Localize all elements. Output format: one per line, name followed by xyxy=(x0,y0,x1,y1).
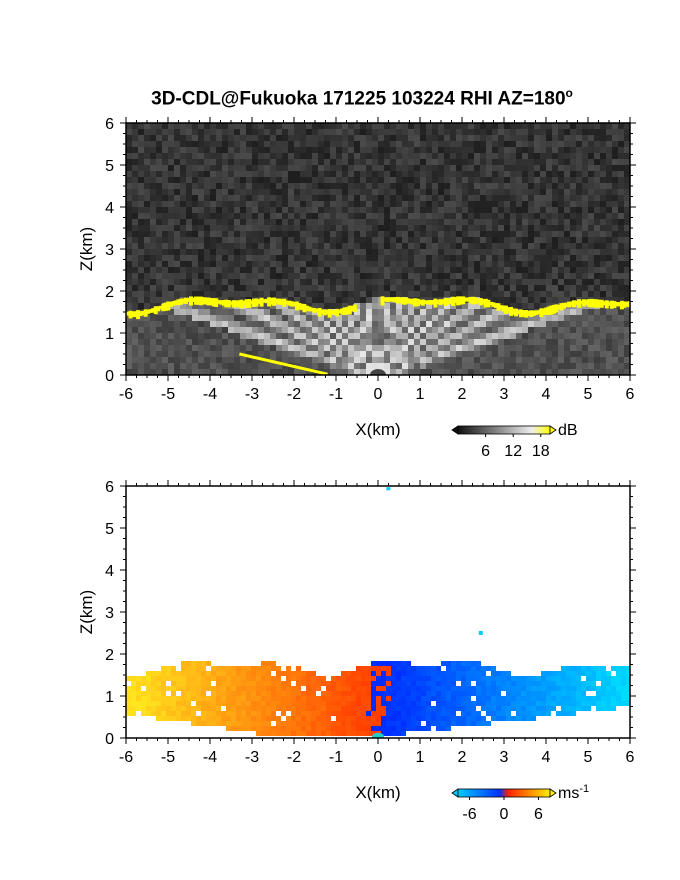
colorbar-tick-label: -6 xyxy=(462,806,476,823)
y-tick-label: 6 xyxy=(105,116,114,133)
x-tick-label: -3 xyxy=(245,386,259,403)
y-tick-label: 3 xyxy=(105,242,114,259)
x-tick-label: 1 xyxy=(416,386,425,403)
x-tick-label: 4 xyxy=(542,749,551,766)
y-tick-label: 2 xyxy=(105,647,114,664)
x-axis-label: X(km) xyxy=(355,420,400,439)
colorbar-tick-label: 18 xyxy=(532,443,550,460)
x-tick-label: 4 xyxy=(542,386,551,403)
x-tick-label: -4 xyxy=(203,749,217,766)
x-tick-label: 5 xyxy=(584,749,593,766)
y-tick-label: 0 xyxy=(105,731,114,748)
x-tick-label: -5 xyxy=(161,386,175,403)
colorbar-tick-label: 0 xyxy=(500,806,509,823)
chart-title: 3D-CDL@Fukuoka 171225 103224 RHI AZ=180o xyxy=(151,86,573,110)
x-tick-label: -6 xyxy=(119,386,133,403)
x-tick-label: -3 xyxy=(245,749,259,766)
x-tick-label: 3 xyxy=(500,749,509,766)
x-tick-label: 1 xyxy=(416,749,425,766)
x-axis-label: X(km) xyxy=(355,783,400,802)
y-axis-label: Z(km) xyxy=(77,227,96,271)
y-tick-label: 5 xyxy=(105,521,114,538)
y-tick-label: 1 xyxy=(105,326,114,343)
x-tick-label: 6 xyxy=(626,386,635,403)
y-tick-label: 4 xyxy=(105,563,114,580)
colorbar-arrow-right xyxy=(549,425,557,435)
colorbar-tick-label: 6 xyxy=(481,443,490,460)
y-axis-label: Z(km) xyxy=(77,590,96,634)
x-tick-label: -4 xyxy=(203,386,217,403)
colorbar-tick-label: 6 xyxy=(534,806,543,823)
x-tick-label: 2 xyxy=(458,749,467,766)
y-tick-label: 2 xyxy=(105,284,114,301)
colorbar-arrow-right xyxy=(549,788,557,798)
x-tick-label: 2 xyxy=(458,386,467,403)
backscatter-field xyxy=(126,123,630,375)
y-tick-label: 4 xyxy=(105,200,114,217)
x-tick-label: 6 xyxy=(626,749,635,766)
x-tick-label: -1 xyxy=(329,749,343,766)
x-tick-label: -5 xyxy=(161,749,175,766)
velocity-field xyxy=(126,487,630,738)
colorbar-arrow-left xyxy=(451,425,459,435)
x-tick-label: 0 xyxy=(374,386,383,403)
y-tick-label: 5 xyxy=(105,158,114,175)
colorbar-unit: ms-1 xyxy=(558,783,589,802)
y-tick-label: 1 xyxy=(105,689,114,706)
x-tick-label: 5 xyxy=(584,386,593,403)
y-tick-label: 6 xyxy=(105,479,114,496)
x-tick-label: -1 xyxy=(329,386,343,403)
x-tick-label: 3 xyxy=(500,386,509,403)
y-tick-label: 3 xyxy=(105,605,114,622)
x-tick-label: -2 xyxy=(287,386,301,403)
colorbar xyxy=(457,788,551,798)
colorbar-arrow-left xyxy=(451,788,459,798)
colorbar-unit: dB xyxy=(558,422,578,439)
colorbar-tick-label: 12 xyxy=(504,443,522,460)
colorbar xyxy=(457,425,551,435)
x-tick-label: -6 xyxy=(119,749,133,766)
x-tick-label: -2 xyxy=(287,749,301,766)
y-tick-label: 0 xyxy=(105,368,114,385)
x-tick-label: 0 xyxy=(374,749,383,766)
velocity-panel: -6 -5 -4 -3 -2 -1 0 1 2 3 4 5 6 0 1 2 3 4 5 6 X(km) Z(km) -6 0 6… xyxy=(77,479,636,823)
